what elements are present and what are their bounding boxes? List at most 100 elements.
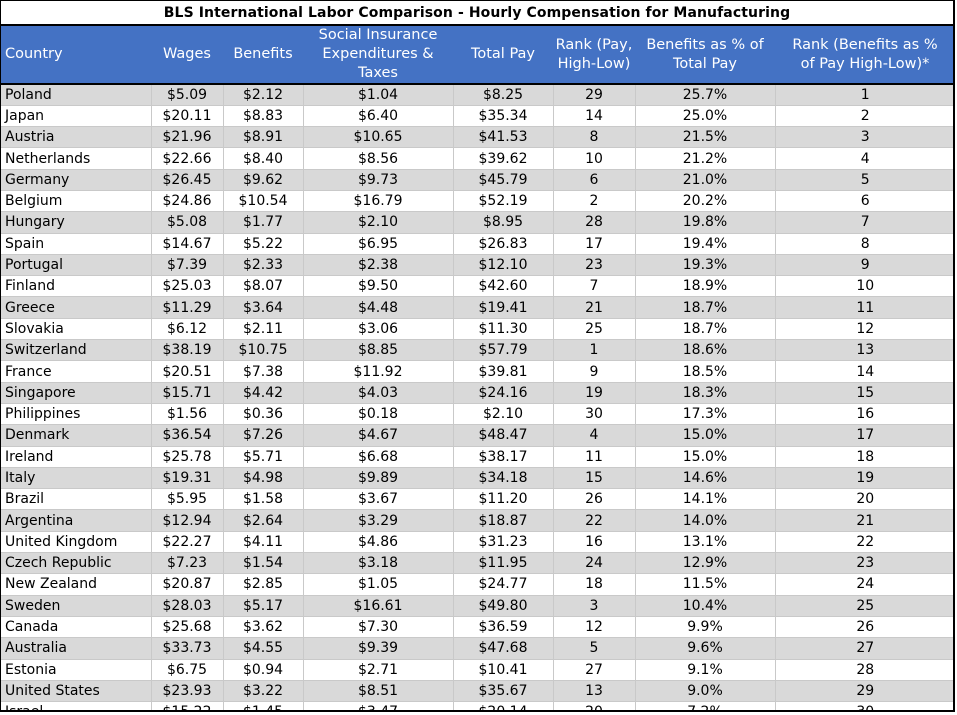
cell-total-pay[interactable]: $8.95 bbox=[453, 211, 554, 234]
cell-rank-benefits[interactable]: 26 bbox=[775, 616, 953, 639]
cell-wages[interactable]: $5.09 bbox=[151, 84, 224, 106]
cell-social-insurance[interactable]: $4.48 bbox=[303, 296, 454, 319]
cell-rank-pay[interactable]: 28 bbox=[553, 211, 636, 234]
cell-total-pay[interactable]: $38.17 bbox=[453, 446, 554, 468]
cell-rank-pay[interactable]: 22 bbox=[553, 509, 636, 532]
cell-rank-pay[interactable]: 10 bbox=[553, 147, 636, 170]
cell-rank-benefits[interactable]: 29 bbox=[775, 680, 953, 703]
cell-rank-pay[interactable]: 27 bbox=[553, 659, 636, 681]
cell-wages[interactable]: $20.11 bbox=[151, 105, 224, 128]
cell-social-insurance[interactable]: $9.50 bbox=[303, 275, 454, 298]
cell-benefits[interactable]: $5.22 bbox=[223, 233, 304, 255]
cell-social-insurance[interactable]: $6.40 bbox=[303, 105, 454, 128]
cell-country[interactable]: Philippines bbox=[1, 403, 152, 426]
cell-rank-pay[interactable]: 6 bbox=[553, 169, 636, 191]
cell-social-insurance[interactable]: $7.30 bbox=[303, 616, 454, 639]
cell-social-insurance[interactable]: $9.89 bbox=[303, 467, 454, 490]
cell-rank-benefits[interactable]: 16 bbox=[775, 403, 953, 426]
cell-country[interactable]: Estonia bbox=[1, 659, 152, 681]
cell-total-pay[interactable]: $2.10 bbox=[453, 403, 554, 426]
cell-wages[interactable]: $22.66 bbox=[151, 147, 224, 170]
cell-wages[interactable]: $28.03 bbox=[151, 595, 224, 617]
cell-social-insurance[interactable]: $8.51 bbox=[303, 680, 454, 703]
cell-country[interactable]: New Zealand bbox=[1, 573, 152, 596]
cell-benefits-pct[interactable]: 13.1% bbox=[635, 531, 776, 554]
cell-country[interactable]: Ireland bbox=[1, 446, 152, 468]
cell-benefits[interactable]: $2.33 bbox=[223, 254, 304, 277]
cell-social-insurance[interactable]: $16.61 bbox=[303, 595, 454, 617]
cell-wages[interactable]: $15.71 bbox=[151, 382, 224, 404]
header-social-insurance[interactable]: Social Insurance Expenditures & Taxes bbox=[303, 26, 453, 85]
cell-benefits-pct[interactable]: 18.6% bbox=[635, 339, 776, 362]
cell-total-pay[interactable]: $34.18 bbox=[453, 467, 554, 490]
cell-social-insurance[interactable]: $3.67 bbox=[303, 488, 454, 511]
header-rank-pay[interactable]: Rank (Pay, High-Low) bbox=[553, 26, 635, 85]
cell-wages[interactable]: $7.39 bbox=[151, 254, 224, 277]
cell-total-pay[interactable]: $8.25 bbox=[453, 84, 554, 106]
cell-country[interactable]: Austria bbox=[1, 126, 152, 149]
cell-wages[interactable]: $5.95 bbox=[151, 488, 224, 511]
cell-benefits-pct[interactable]: 7.2% bbox=[635, 701, 776, 710]
cell-total-pay[interactable]: $18.87 bbox=[453, 509, 554, 532]
cell-benefits-pct[interactable]: 11.5% bbox=[635, 573, 776, 596]
cell-benefits[interactable]: $2.12 bbox=[223, 84, 304, 106]
cell-total-pay[interactable]: $41.53 bbox=[453, 126, 554, 149]
cell-benefits[interactable]: $8.83 bbox=[223, 105, 304, 128]
cell-social-insurance[interactable]: $2.38 bbox=[303, 254, 454, 277]
cell-rank-pay[interactable]: 13 bbox=[553, 680, 636, 703]
cell-country[interactable]: Sweden bbox=[1, 595, 152, 617]
cell-rank-pay[interactable]: 5 bbox=[553, 637, 636, 660]
cell-total-pay[interactable]: $20.14 bbox=[453, 701, 554, 710]
cell-wages[interactable]: $20.51 bbox=[151, 360, 224, 383]
cell-social-insurance[interactable]: $3.06 bbox=[303, 318, 454, 341]
cell-social-insurance[interactable]: $11.92 bbox=[303, 360, 454, 383]
cell-rank-benefits[interactable]: 15 bbox=[775, 382, 953, 404]
cell-benefits[interactable]: $1.54 bbox=[223, 552, 304, 575]
cell-country[interactable]: Belgium bbox=[1, 190, 152, 213]
cell-rank-benefits[interactable]: 10 bbox=[775, 275, 953, 298]
cell-total-pay[interactable]: $57.79 bbox=[453, 339, 554, 362]
cell-rank-benefits[interactable]: 9 bbox=[775, 254, 953, 277]
cell-rank-benefits[interactable]: 25 bbox=[775, 595, 953, 617]
cell-wages[interactable]: $25.03 bbox=[151, 275, 224, 298]
cell-benefits[interactable]: $5.71 bbox=[223, 446, 304, 468]
cell-benefits-pct[interactable]: 21.2% bbox=[635, 147, 776, 170]
cell-rank-pay[interactable]: 17 bbox=[553, 233, 636, 255]
cell-total-pay[interactable]: $26.83 bbox=[453, 233, 554, 255]
cell-rank-pay[interactable]: 11 bbox=[553, 446, 636, 468]
cell-country[interactable]: Brazil bbox=[1, 488, 152, 511]
cell-rank-benefits[interactable]: 23 bbox=[775, 552, 953, 575]
header-country[interactable]: Country bbox=[1, 26, 151, 85]
cell-social-insurance[interactable]: $8.85 bbox=[303, 339, 454, 362]
cell-social-insurance[interactable]: $9.39 bbox=[303, 637, 454, 660]
cell-wages[interactable]: $6.12 bbox=[151, 318, 224, 341]
cell-wages[interactable]: $19.31 bbox=[151, 467, 224, 490]
cell-rank-pay[interactable]: 25 bbox=[553, 318, 636, 341]
cell-rank-benefits[interactable]: 19 bbox=[775, 467, 953, 490]
cell-benefits[interactable]: $3.64 bbox=[223, 296, 304, 319]
cell-benefits-pct[interactable]: 17.3% bbox=[635, 403, 776, 426]
cell-benefits-pct[interactable]: 25.0% bbox=[635, 105, 776, 128]
cell-total-pay[interactable]: $10.41 bbox=[453, 659, 554, 681]
cell-total-pay[interactable]: $31.23 bbox=[453, 531, 554, 554]
cell-social-insurance[interactable]: $3.29 bbox=[303, 509, 454, 532]
cell-benefits-pct[interactable]: 14.1% bbox=[635, 488, 776, 511]
cell-rank-benefits[interactable]: 18 bbox=[775, 446, 953, 468]
cell-benefits-pct[interactable]: 12.9% bbox=[635, 552, 776, 575]
cell-total-pay[interactable]: $11.20 bbox=[453, 488, 554, 511]
cell-country[interactable]: Canada bbox=[1, 616, 152, 639]
cell-benefits-pct[interactable]: 18.5% bbox=[635, 360, 776, 383]
cell-benefits-pct[interactable]: 18.9% bbox=[635, 275, 776, 298]
cell-country[interactable]: Finland bbox=[1, 275, 152, 298]
cell-wages[interactable]: $26.45 bbox=[151, 169, 224, 191]
cell-total-pay[interactable]: $39.62 bbox=[453, 147, 554, 170]
cell-rank-benefits[interactable]: 30 bbox=[775, 701, 953, 710]
cell-social-insurance[interactable]: $3.47 bbox=[303, 701, 454, 710]
cell-benefits[interactable]: $8.07 bbox=[223, 275, 304, 298]
cell-benefits-pct[interactable]: 19.3% bbox=[635, 254, 776, 277]
cell-social-insurance[interactable]: $3.18 bbox=[303, 552, 454, 575]
cell-benefits[interactable]: $10.54 bbox=[223, 190, 304, 213]
cell-social-insurance[interactable]: $0.18 bbox=[303, 403, 454, 426]
cell-wages[interactable]: $6.75 bbox=[151, 659, 224, 681]
cell-total-pay[interactable]: $48.47 bbox=[453, 424, 554, 447]
